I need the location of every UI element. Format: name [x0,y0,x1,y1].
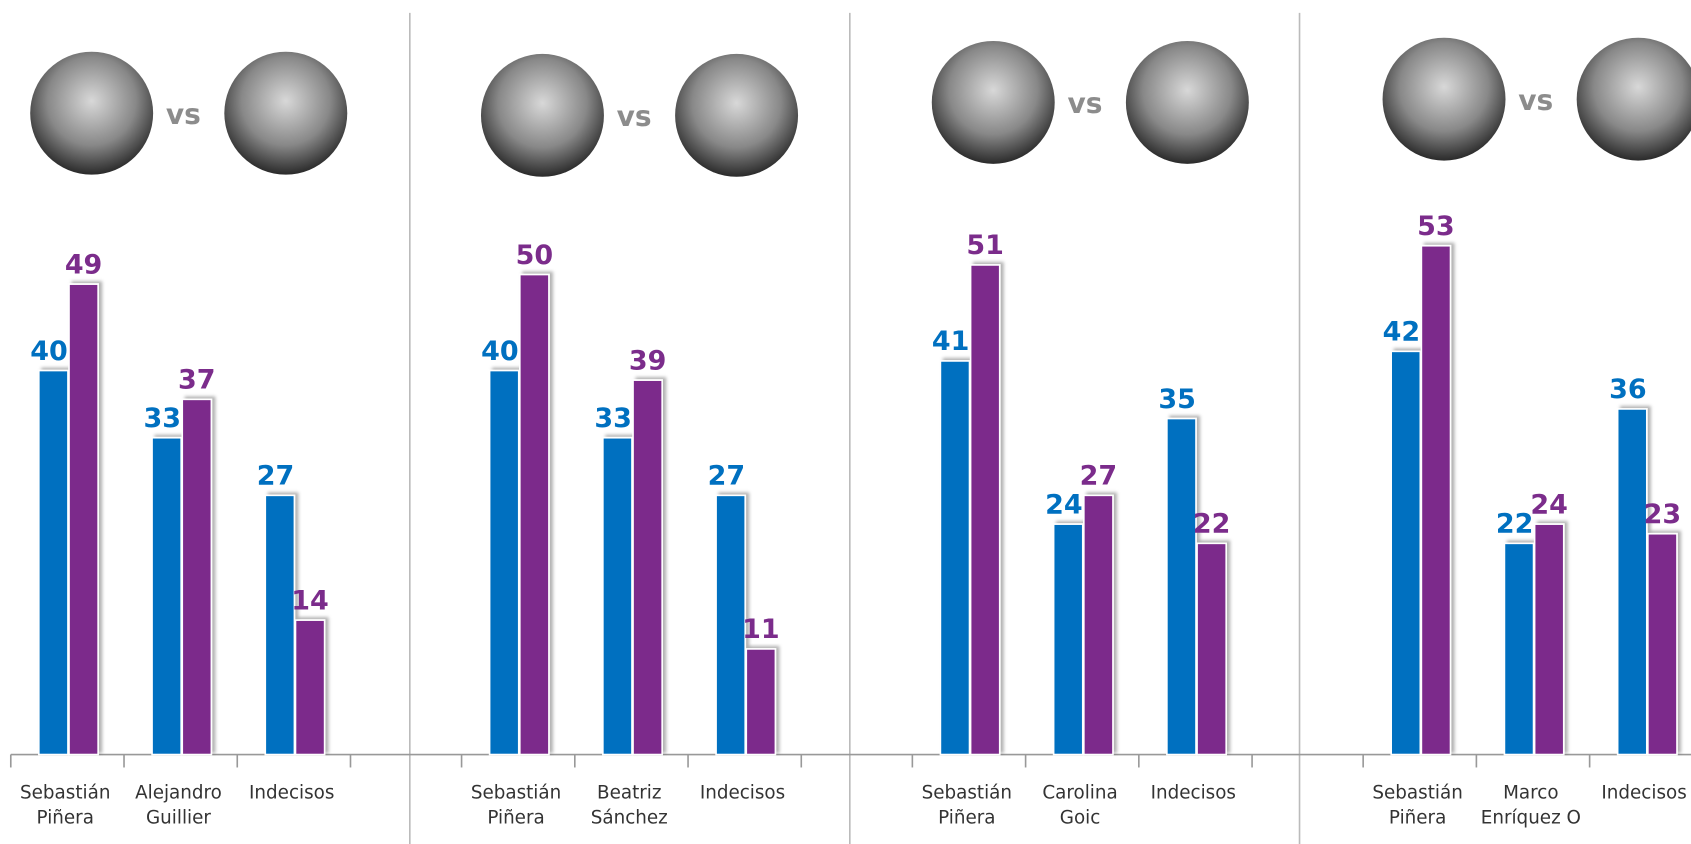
x-tick-label: Indecisos [1601,783,1686,804]
bar [151,436,182,756]
value-label: 27 [257,461,295,492]
bar [1083,494,1114,756]
bar [1533,523,1565,756]
bar [519,273,550,756]
value-label: 27 [1080,461,1118,492]
x-tick-label: Indecisos [1151,783,1236,804]
bar [1647,532,1678,756]
bar [181,398,213,756]
value-label: 36 [1609,374,1647,405]
candidate-photo [675,53,799,177]
value-label: 22 [1496,509,1534,540]
x-tick-label: Marco Enríquez O [1481,783,1581,829]
versus-label: vs [617,100,652,133]
bar [939,360,971,756]
bar [1420,244,1452,756]
bar [602,436,633,756]
x-tick-label: Sebastián Piñera [922,783,1012,829]
candidate-photo [224,51,348,175]
value-label: 37 [178,365,216,396]
value-label: 24 [1530,489,1568,520]
bar [1390,350,1422,756]
x-tick-label: Carolina Goic [1042,783,1117,829]
bar [969,264,1001,756]
value-label: 23 [1644,499,1682,530]
bar [294,619,326,756]
versus-label: vs [1067,87,1102,120]
value-label: 42 [1383,317,1421,348]
value-label: 51 [966,230,1004,261]
value-label: 22 [1193,509,1231,540]
value-label: 50 [516,240,554,271]
value-label: 40 [481,336,519,367]
bar [1616,408,1648,756]
versus-label: vs [1518,84,1553,117]
x-tick-label: Sebastián Piñera [471,783,561,829]
bar [1166,417,1197,756]
bar [1196,542,1227,756]
value-label: 33 [144,403,182,434]
bar [1052,523,1084,756]
x-tick-label: Sebastián Piñera [20,783,110,829]
bar [1503,542,1535,756]
value-label: 33 [594,403,632,434]
value-label: 35 [1158,384,1196,415]
bar [68,283,99,756]
candidate-photo [1125,40,1249,164]
versus-label: vs [166,98,201,131]
value-label: 39 [629,345,667,376]
value-label: 14 [291,585,329,616]
bar [715,494,747,756]
value-label: 24 [1045,489,1083,520]
value-label: 27 [708,461,746,492]
candidate-photo [480,53,604,177]
x-tick-label: Sebastián Piñera [1372,783,1462,829]
candidate-photo [931,40,1055,164]
value-label: 40 [30,336,68,367]
x-tick-label: Indecisos [249,783,334,804]
value-label: 49 [65,249,103,280]
bar [632,379,663,756]
bar [488,369,520,756]
candidate-photo [1576,37,1691,161]
x-tick-label: Alejandro Guillier [135,783,222,829]
value-label: 53 [1417,211,1455,242]
bar [38,369,69,756]
bar [745,648,777,756]
x-tick-label: Indecisos [700,783,785,804]
bar [264,494,296,756]
x-tick-label: Beatriz Sánchez [591,783,668,829]
value-label: 41 [932,326,970,357]
candidate-photo [30,51,154,175]
value-label: 11 [742,614,780,645]
candidate-photo [1382,37,1506,161]
